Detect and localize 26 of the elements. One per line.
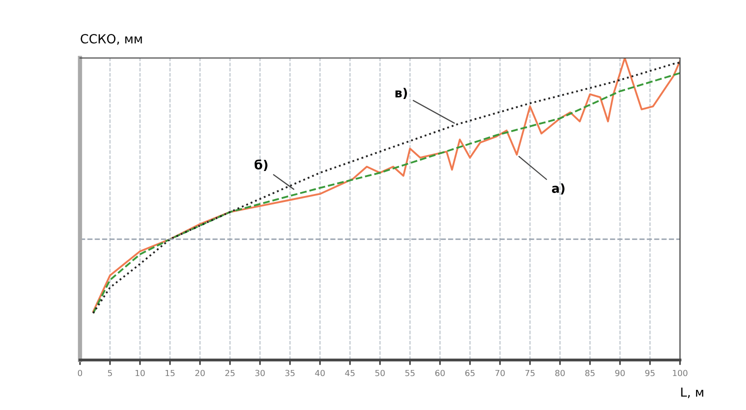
- x-tick-label: 15: [166, 370, 175, 376]
- x-tick-label: 100: [672, 370, 688, 376]
- x-tick-label: 45: [345, 370, 355, 376]
- x-tick-label: 20: [195, 370, 205, 376]
- x-tick-label: 10: [136, 370, 145, 376]
- x-axis-title: L, м: [681, 388, 704, 398]
- x-tick-label: 95: [645, 370, 655, 376]
- x-tick-label: 25: [225, 370, 235, 376]
- x-tick-label: 55: [405, 370, 415, 376]
- x-tick-label: 30: [255, 370, 265, 376]
- x-tick-label: 5: [108, 370, 112, 376]
- x-tick-label: 90: [615, 370, 625, 376]
- y-axis-title: ССКО, мм: [80, 34, 142, 45]
- x-tick-label: 60: [435, 370, 445, 376]
- annotation: б): [254, 159, 268, 171]
- annotation: а): [552, 183, 564, 194]
- x-tick-label: 50: [375, 370, 385, 376]
- x-tick-label: 35: [285, 370, 295, 376]
- x-tick-label: 80: [555, 370, 565, 376]
- annotation: в): [395, 88, 407, 99]
- x-tick-label: 75: [525, 370, 535, 376]
- x-tick-label: 70: [495, 370, 505, 376]
- x-tick-label: 65: [465, 370, 475, 376]
- x-tick-label: 40: [315, 370, 325, 376]
- x-tick-label: 85: [585, 370, 595, 376]
- x-tick-label: 0: [78, 370, 82, 376]
